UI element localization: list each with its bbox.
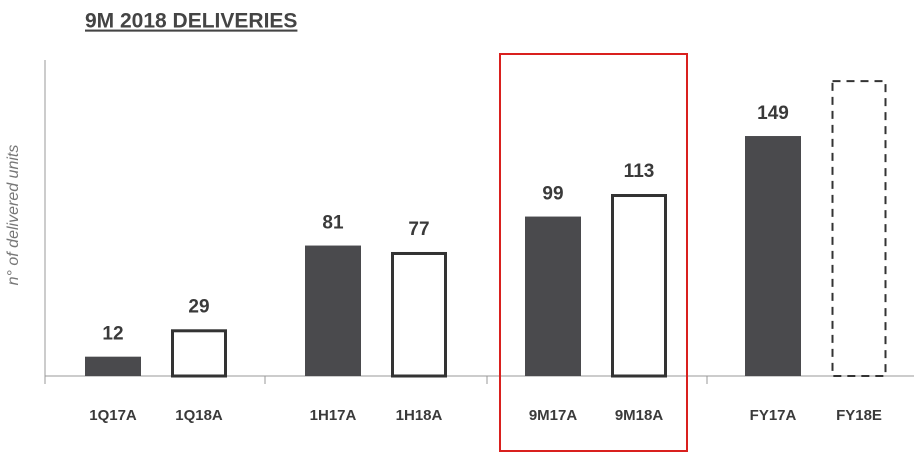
x-tick-label: FY18E: [836, 407, 882, 424]
group-separators: [44, 376, 708, 384]
bar: [305, 245, 361, 376]
bar: [611, 194, 667, 378]
x-tick-label: 9M17A: [529, 407, 578, 424]
x-tick-label: 1Q18A: [175, 407, 223, 424]
data-label: 99: [542, 184, 563, 205]
data-label: 77: [408, 219, 429, 240]
x-tick-label: 1H18A: [396, 407, 443, 424]
bar: [391, 251, 447, 378]
data-label: 149: [757, 103, 789, 124]
bar: [171, 329, 227, 378]
bar: [745, 136, 801, 376]
x-tick-label: FY17A: [750, 407, 797, 424]
data-label: 81: [322, 213, 344, 234]
data-label: 113: [624, 161, 655, 182]
data-label: 29: [188, 296, 209, 317]
bar: [831, 80, 887, 378]
bar: [85, 356, 141, 376]
x-tick-label: 1H17A: [310, 407, 357, 424]
bar: [525, 216, 581, 376]
data-label: 12: [102, 324, 123, 345]
chart-title: 9M 2018 DELIVERIES: [85, 10, 297, 33]
x-tick-label: 9M18A: [615, 407, 664, 424]
y-axis-label: n° of delivered units: [5, 145, 22, 286]
highlight-box: [499, 53, 688, 452]
x-tick-label: 1Q17A: [89, 407, 137, 424]
